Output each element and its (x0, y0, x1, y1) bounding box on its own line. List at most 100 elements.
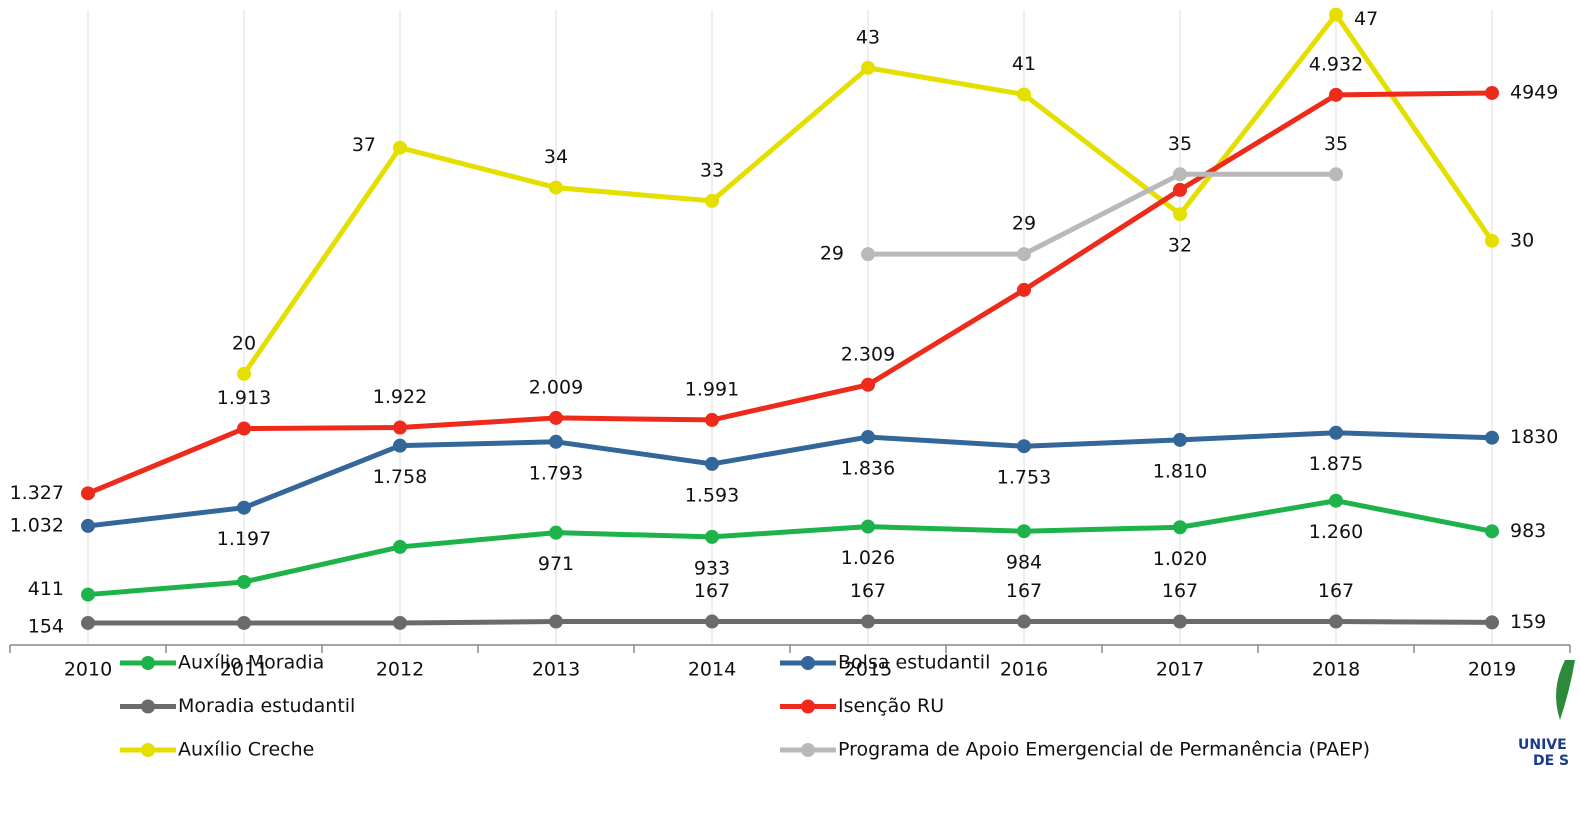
data-label: 1.197 (217, 528, 271, 550)
data-label: 971 (538, 553, 574, 575)
logo-text: DE S (1533, 753, 1569, 769)
data-label: 984 (1006, 552, 1042, 574)
data-label: 29 (1012, 213, 1036, 235)
data-label: 983 (1510, 520, 1546, 542)
data-point (1173, 520, 1187, 535)
data-label: 35 (1324, 133, 1348, 155)
data-point (1017, 524, 1031, 539)
data-label: 1.758 (373, 466, 427, 488)
data-point (1485, 524, 1499, 539)
data-label: 47 (1354, 8, 1378, 30)
data-point (861, 519, 875, 534)
data-point (1017, 87, 1031, 102)
data-point (81, 615, 95, 630)
legend-label: Programa de Apoio Emergencial de Permanê… (838, 739, 1370, 761)
legend-marker (801, 699, 815, 714)
x-tick-label: 2012 (376, 659, 424, 681)
data-point (237, 500, 251, 515)
series-line (87, 430, 1493, 529)
x-tick-label: 2018 (1312, 659, 1360, 681)
logo-leaf (1556, 660, 1575, 720)
data-label: 167 (850, 580, 886, 602)
data-label: 167 (1318, 580, 1354, 602)
data-point (549, 410, 563, 425)
data-label: 34 (544, 146, 568, 168)
data-point (237, 421, 251, 436)
x-tick-label: 2013 (532, 659, 580, 681)
data-label: 4.932 (1309, 53, 1363, 75)
data-label: 1.032 (10, 514, 64, 536)
data-point (549, 525, 563, 540)
data-point (861, 614, 875, 629)
data-label: 154 (28, 615, 64, 637)
data-label: 167 (694, 580, 730, 602)
data-point (705, 614, 719, 629)
data-point (1173, 207, 1187, 222)
data-label: 43 (856, 26, 880, 48)
data-point (549, 614, 563, 629)
data-point (393, 140, 407, 155)
legend-marker (801, 743, 815, 757)
x-tick-label: 2014 (688, 659, 736, 681)
data-label: 1.020 (1153, 548, 1207, 570)
data-point (861, 247, 875, 262)
data-point (1329, 493, 1343, 508)
data-point (81, 486, 95, 501)
series-line (87, 90, 1493, 496)
data-point (81, 587, 95, 602)
data-point (861, 60, 875, 75)
data-point (1329, 7, 1343, 22)
data-point (393, 438, 407, 453)
data-point (1329, 87, 1343, 102)
data-point (393, 615, 407, 630)
data-point (1485, 233, 1499, 248)
data-point (1173, 182, 1187, 197)
data-label: 29 (820, 243, 844, 265)
legend-marker (141, 699, 155, 714)
data-label: 1.875 (1309, 453, 1363, 475)
data-label: 411 (28, 578, 64, 600)
data-label: 159 (1510, 611, 1546, 633)
data-label: 41 (1012, 53, 1036, 75)
data-label: 20 (232, 332, 256, 354)
data-point (1485, 430, 1499, 445)
data-point (1485, 85, 1499, 100)
data-label: 35 (1168, 133, 1192, 155)
data-point (1329, 614, 1343, 629)
legend-label: Auxílio Creche (178, 739, 314, 761)
data-label: 1.260 (1309, 521, 1363, 543)
series-line (87, 498, 1493, 598)
x-tick-label: 2015 (844, 659, 892, 681)
legend-marker (801, 656, 815, 670)
data-label: 1.810 (1153, 460, 1207, 482)
data-point (861, 430, 875, 445)
logo-text: UNIVE (1518, 737, 1567, 753)
data-point (237, 366, 251, 381)
series-line (88, 619, 1493, 626)
data-point (705, 529, 719, 544)
x-tick-label: 2010 (64, 659, 112, 681)
data-label: 1.922 (373, 386, 427, 408)
data-point (1173, 432, 1187, 447)
x-tick-label: 2019 (1468, 659, 1516, 681)
data-label: 167 (1006, 580, 1042, 602)
data-point (861, 377, 875, 392)
x-tick-label: 2011 (220, 659, 268, 681)
data-label: 4949 (1510, 81, 1558, 103)
data-point (393, 420, 407, 435)
data-label: 2.309 (841, 343, 895, 365)
data-label: 1830 (1510, 426, 1558, 448)
legend-label: Auxílio Moradia (178, 652, 324, 674)
data-point (1329, 425, 1343, 440)
data-point (1485, 615, 1499, 630)
data-label: 30 (1510, 229, 1534, 251)
data-point (237, 615, 251, 630)
data-label: 1.026 (841, 547, 895, 569)
x-tick-label: 2016 (1000, 659, 1048, 681)
data-point (1017, 614, 1031, 629)
data-point (1173, 614, 1187, 629)
data-label: 33 (700, 159, 724, 181)
data-label: 1.753 (997, 467, 1051, 489)
data-point (1173, 167, 1187, 182)
data-point (81, 518, 95, 533)
